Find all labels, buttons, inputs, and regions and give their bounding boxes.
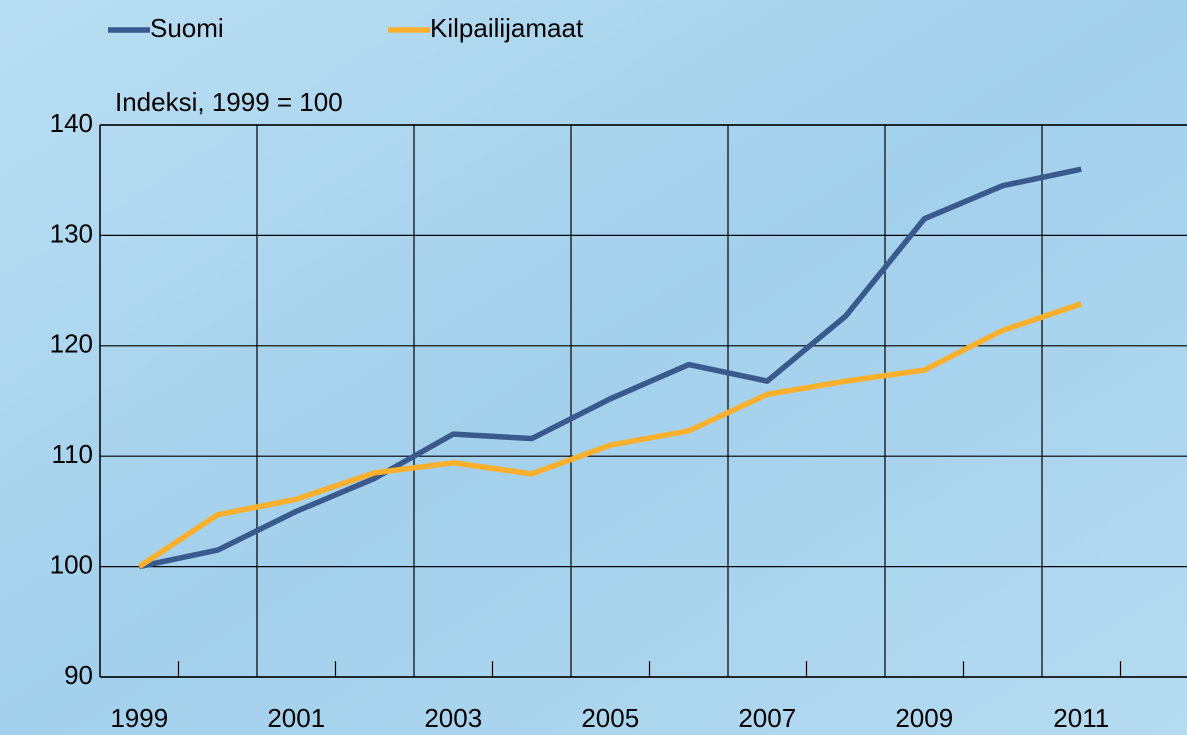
- y-tick-label: 130: [50, 218, 93, 248]
- subtitle: Indeksi, 1999 = 100: [115, 87, 343, 117]
- legend-label: Suomi: [150, 13, 224, 43]
- x-tick-label: 2005: [581, 703, 639, 733]
- x-tick-label: 2011: [1053, 703, 1109, 733]
- y-tick-label: 110: [52, 439, 93, 469]
- x-tick-label: 2003: [424, 703, 482, 733]
- x-tick-label: 2007: [738, 703, 796, 733]
- legend-label: Kilpailijamaat: [430, 13, 584, 43]
- series-line: [138, 166, 1082, 570]
- y-tick-label: 100: [50, 549, 93, 579]
- y-tick-label: 120: [50, 329, 93, 359]
- series-line: [137, 301, 1083, 569]
- y-tick-label: 90: [64, 660, 93, 690]
- x-tick-label: 1999: [110, 703, 168, 733]
- x-tick-label: 2001: [267, 703, 325, 733]
- y-tick-label: 140: [50, 108, 93, 138]
- x-tick-label: 2009: [895, 703, 953, 733]
